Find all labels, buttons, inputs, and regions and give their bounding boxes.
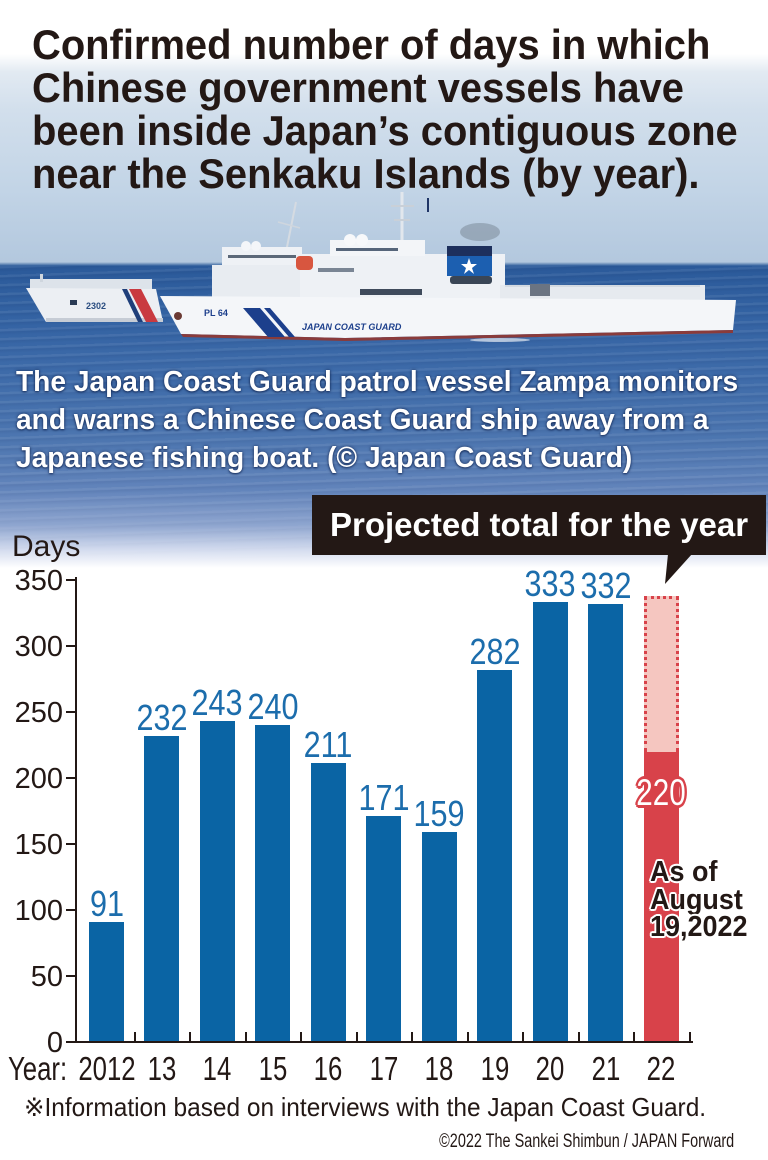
y-tick-mark <box>66 777 76 779</box>
bar-value-label: 159 <box>413 793 465 835</box>
current-value-label: 220 <box>636 771 686 813</box>
x-tick-label: 22 <box>646 1050 676 1087</box>
y-tick-mark <box>66 843 76 845</box>
caption-line: Japanese fishing boat. (© Japan Coast Gu… <box>16 442 633 474</box>
bar <box>532 602 568 1042</box>
as-of-line: 19,2022 <box>650 911 748 943</box>
y-tick-label: 150 <box>14 829 63 861</box>
coast-guard-ships-illustration: 2302 <box>26 192 736 342</box>
y-axis-line <box>75 577 77 1043</box>
x-tick-mark <box>134 1032 136 1042</box>
x-tick-label: 18 <box>424 1050 454 1087</box>
projected-total-callout: Projected total for the year <box>312 495 766 555</box>
bar <box>89 921 124 1042</box>
y-tick-label: 350 <box>14 565 63 597</box>
y-tick-mark <box>66 579 76 581</box>
x-tick-label: 19 <box>480 1050 509 1087</box>
bar-value-label: 171 <box>358 777 410 819</box>
bar <box>310 763 346 1042</box>
bar <box>255 725 291 1042</box>
bar-value-label: 240 <box>247 686 299 728</box>
y-tick-mark <box>66 909 76 911</box>
bar-year-to-date <box>643 751 679 1042</box>
bar-value-label: 91 <box>89 882 124 924</box>
x-tick-label: 13 <box>147 1050 177 1087</box>
bar <box>366 816 402 1042</box>
main-ship-pennant: PL 64 <box>204 308 228 318</box>
bar <box>199 721 235 1042</box>
y-tick-label: 100 <box>14 895 63 927</box>
x-tick-mark <box>300 1032 303 1042</box>
x-tick-mark <box>466 1032 469 1042</box>
x-axis-line <box>75 1041 693 1043</box>
title-line: been inside Japan’s contiguous zone <box>32 107 738 154</box>
x-tick-label: 20 <box>535 1050 565 1087</box>
x-tick-label: 15 <box>258 1050 288 1087</box>
bar <box>477 669 513 1042</box>
bar-value-label: 332 <box>580 564 632 606</box>
x-tick-mark <box>411 1032 414 1042</box>
y-tick-label: 50 <box>30 961 63 993</box>
bar-value-label: 333 <box>524 563 576 605</box>
x-tick-mark <box>633 1032 636 1042</box>
japan-coast-guard-ship: PL 64 JAPAN COAST GUARD <box>160 192 736 342</box>
x-tick-mark <box>688 1032 691 1042</box>
x-tick-mark <box>189 1032 192 1042</box>
y-tick-label: 0 <box>46 1027 63 1059</box>
other-ship-pennant: 2302 <box>86 301 106 311</box>
chart-title: Confirmed number of days in which Chines… <box>32 23 768 195</box>
bar <box>144 735 180 1042</box>
bar-value-label: 282 <box>469 630 521 672</box>
chinese-ship: 2302 <box>26 274 163 322</box>
bar <box>588 603 624 1042</box>
as-of-annotation: As of August 19,2022 <box>650 856 755 943</box>
x-axis-prefix: Year: <box>8 1050 68 1087</box>
bar-value-label: 243 <box>191 682 243 724</box>
title-line: Confirmed number of days in which <box>32 21 711 68</box>
photo-caption: The Japan Coast Guard patrol vessel Zamp… <box>16 363 761 477</box>
x-tick-label: 2012 <box>77 1050 136 1087</box>
y-tick-label: 250 <box>14 697 63 729</box>
x-tick-mark <box>355 1032 358 1042</box>
projected-total-callout-text: Projected total for the year <box>330 506 749 543</box>
caption-line: and warns a Chinese Coast Guard ship awa… <box>16 404 709 436</box>
main-ship-hull-text: JAPAN COAST GUARD <box>302 322 402 332</box>
y-tick-label: 300 <box>14 631 63 663</box>
x-tick-mark <box>522 1032 525 1042</box>
x-tick-label: 14 <box>203 1050 232 1087</box>
title-line: near the Senkaku Islands (by year). <box>32 150 700 197</box>
bar-value-label: 232 <box>136 696 188 738</box>
ship-photo-background: 2302 <box>0 0 768 570</box>
x-tick-label: 21 <box>591 1050 620 1087</box>
projected-total-bar <box>643 595 679 752</box>
y-axis-label: Days <box>12 530 81 563</box>
title-line: Chinese government vessels have <box>32 64 685 111</box>
y-tick-mark <box>66 975 76 977</box>
as-of-line: August <box>650 883 743 916</box>
x-tick-mark <box>577 1032 580 1042</box>
x-tick-mark <box>244 1032 247 1042</box>
bar-value-label: 211 <box>303 724 353 766</box>
caption-line: The Japan Coast Guard patrol vessel Zamp… <box>16 366 739 398</box>
x-tick-label: 17 <box>369 1050 399 1087</box>
x-tick-label: 16 <box>313 1050 343 1087</box>
y-tick-mark <box>66 645 76 647</box>
copyright-credit: ©2022 The Sankei Shimbun / JAPAN Forward <box>438 1131 734 1152</box>
y-tick-mark <box>66 711 76 713</box>
as-of-line: As of <box>650 856 718 888</box>
y-tick-mark <box>66 1041 76 1043</box>
source-footnote: ※Information based on interviews with th… <box>24 1092 707 1122</box>
bar <box>421 832 457 1042</box>
y-tick-label: 200 <box>14 763 63 795</box>
